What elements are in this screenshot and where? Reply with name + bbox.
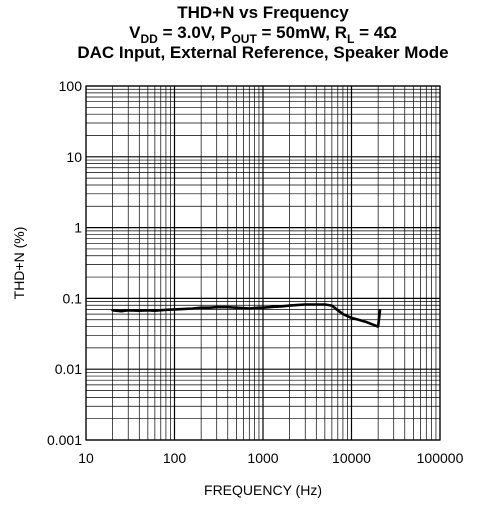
y-tick-label: 1 [74,220,82,236]
title-line-3-part: DAC Input, External Reference, Speaker M… [77,43,448,62]
y-tick-label: 10 [66,149,82,165]
title-line-2-part: = 4Ω [354,23,396,42]
title-line-2: VDD = 3.0V, POUT = 50mW, RL = 4Ω [129,23,397,46]
x-tick-label: 1000 [247,450,278,466]
y-axis-label: THD+N (%) [11,227,27,300]
title-line-2-part: = 50mW, R [257,23,347,42]
x-axis-label: FREQUENCY (Hz) [204,482,322,498]
y-tick-label: 100 [59,78,83,94]
x-tick-labels: 10 100 1000 10000 100000 [78,450,463,466]
x-tick-label: 100000 [417,450,464,466]
data-series [111,303,382,328]
x-tick-label: 100 [163,450,187,466]
title-line-2-part: V [129,23,141,42]
y-tick-label: 0.001 [47,432,82,448]
y-tick-labels: 0.001 0.01 0.1 1 10 100 [47,78,82,448]
y-tick-label: 0.1 [63,290,83,306]
series-line-1 [111,303,382,328]
title-line-1: THD+N vs Frequency [177,3,349,22]
title-line-3: DAC Input, External Reference, Speaker M… [77,43,448,62]
title-line-2-part: DD [141,32,159,46]
x-tick-label: 10000 [332,450,371,466]
y-tick-label: 0.01 [55,361,82,377]
title-line-1-part: THD+N vs Frequency [177,3,349,22]
plot-grid [85,85,441,441]
x-tick-label: 10 [78,450,94,466]
title-line-2-part: L [347,32,354,46]
title-line-2-part: = 3.0V, P [158,23,232,42]
title-line-2-part: OUT [231,32,257,46]
plot-frame [85,85,441,441]
